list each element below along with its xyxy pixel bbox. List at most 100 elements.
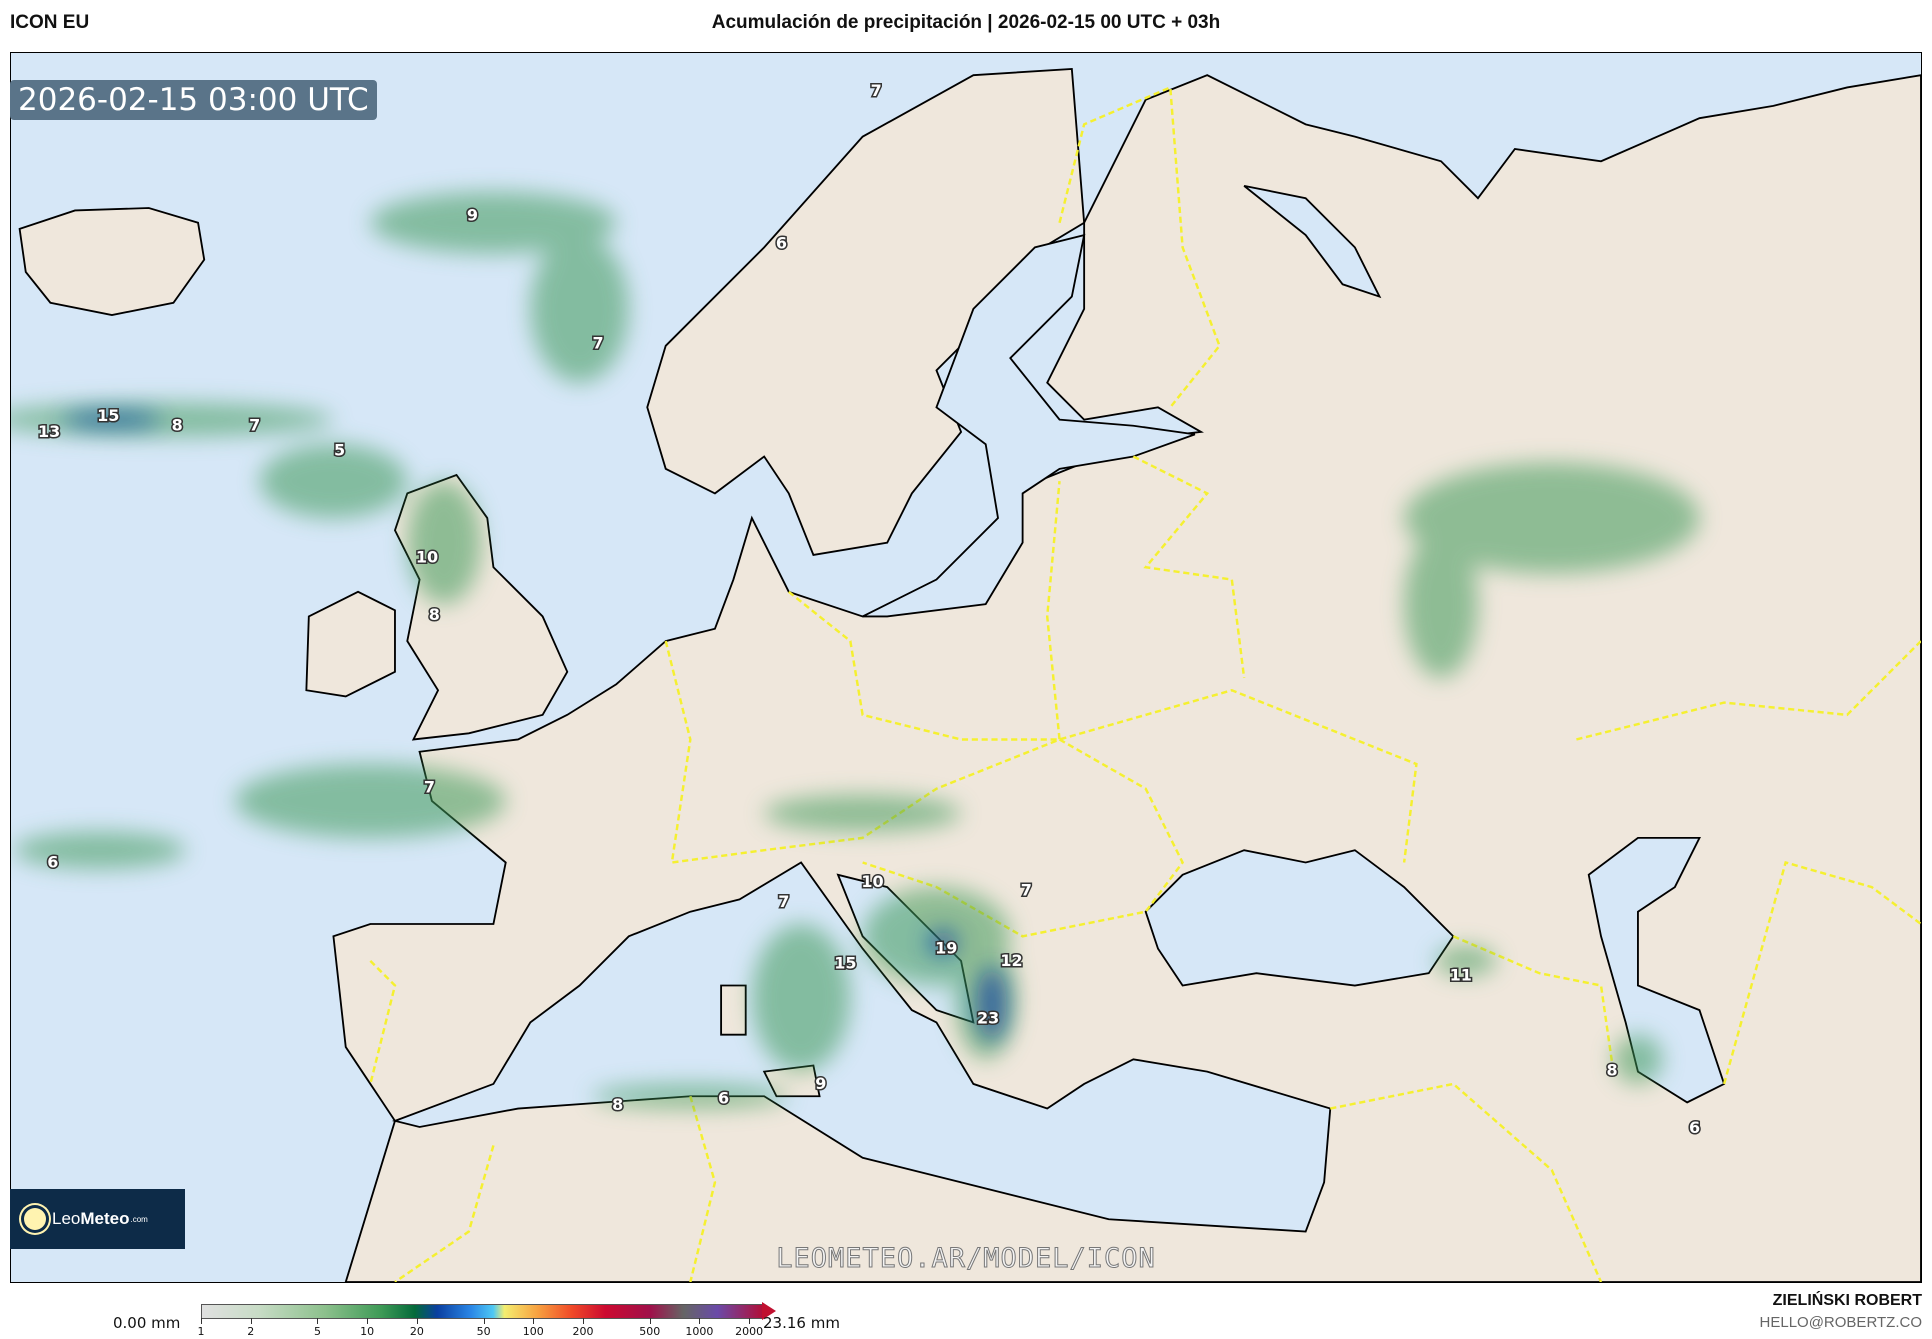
precip-value-label: 7 xyxy=(778,892,789,911)
author-name: ZIELIŃSKI ROBERT xyxy=(1772,1292,1922,1309)
sun-icon xyxy=(24,1208,46,1230)
precip-area xyxy=(751,924,851,1072)
colorbar-tick xyxy=(699,1318,701,1324)
colorbar-tick xyxy=(533,1318,535,1324)
precip-area xyxy=(0,402,334,437)
land-ireland xyxy=(305,590,396,698)
precip-value-label: 6 xyxy=(718,1089,729,1108)
precip-value-label: 10 xyxy=(416,547,438,566)
sea-baltic xyxy=(862,233,1196,618)
model-name: ICON EU xyxy=(10,12,90,33)
precip-value-label: 8 xyxy=(429,605,440,624)
colorbar-tick xyxy=(749,1318,751,1324)
precip-value-label: 8 xyxy=(1607,1060,1618,1079)
author-email: HELLO@ROBERTZ.CO xyxy=(1759,1314,1922,1331)
border-line xyxy=(1330,1082,1603,1283)
border-line xyxy=(1058,85,1221,409)
logo-com: .com xyxy=(130,1214,148,1224)
colorbar-tick-label: 2000 xyxy=(735,1325,764,1338)
sea-white xyxy=(1243,184,1382,299)
valid-time-badge: 2026-02-15 03:00 UTC xyxy=(10,80,377,120)
leometeo-logo[interactable]: Leo Meteo .com xyxy=(10,1189,185,1249)
precip-value-label: 7 xyxy=(1021,881,1032,900)
precip-area xyxy=(1434,946,1497,976)
precip-value-label: 7 xyxy=(592,333,603,352)
precip-peak xyxy=(927,930,958,955)
colorbar-extend-arrow xyxy=(762,1302,776,1320)
border-line xyxy=(1452,935,1615,1072)
colorbar-tick xyxy=(416,1318,418,1324)
precip-area xyxy=(1404,530,1478,678)
precip-value-label: 9 xyxy=(815,1074,826,1093)
precip-value-label: 9 xyxy=(467,205,478,224)
border-line xyxy=(394,1145,495,1284)
colorbar-tick-label: 1 xyxy=(197,1325,205,1338)
land-sardinia xyxy=(720,984,747,1036)
precipitation-map[interactable]: 7 9 6 7 15 13 8 7 5 10 8 7 6 10 7 7 19 12 15 23 6 9 8 11 8 6 xyxy=(0,52,1922,1284)
colorbar-tick-label: 10 xyxy=(360,1325,375,1338)
precip-area xyxy=(530,235,629,383)
precip-value-label: 8 xyxy=(612,1095,623,1114)
precip-value-label: 12 xyxy=(1000,951,1022,970)
colorbar-tick-label: 100 xyxy=(522,1325,544,1338)
colorbar-tick-label: 20 xyxy=(409,1325,424,1338)
border-line xyxy=(664,481,1061,864)
precip-peak xyxy=(977,967,1007,1041)
precip-value-label: 7 xyxy=(871,81,882,100)
legend-min-label: 0.00 mm xyxy=(113,1314,181,1332)
colorbar-tick-label: 1000 xyxy=(685,1325,714,1338)
logo-leo: Leo xyxy=(52,1209,81,1228)
precip-value-label: 15 xyxy=(834,953,856,972)
precip-area xyxy=(234,764,506,838)
colorbar-tick xyxy=(649,1318,651,1324)
border-line xyxy=(1132,455,1246,679)
land-iceland xyxy=(18,207,206,316)
land-scandinavia xyxy=(646,68,1086,556)
border-line xyxy=(788,590,1418,863)
precip-value-label: 10 xyxy=(861,872,883,891)
colorbar-tick-label: 200 xyxy=(572,1325,594,1338)
border-line xyxy=(689,1095,717,1283)
colorbar-tick-label: 50 xyxy=(476,1325,491,1338)
precip-value-labels: 7 9 6 7 15 13 8 7 5 10 8 7 6 10 7 7 19 12 15 23 6 9 8 11 8 6 xyxy=(36,80,1701,1139)
colorbar-tick xyxy=(367,1318,369,1324)
precip-value-label: 15 xyxy=(97,406,119,425)
colorbar-tick xyxy=(250,1318,252,1324)
border-line xyxy=(1576,640,1922,741)
border-line xyxy=(1722,860,1922,1085)
precip-value-label: 6 xyxy=(1689,1118,1700,1137)
colorbar-tick xyxy=(582,1318,584,1324)
precipitation-field xyxy=(0,192,1700,1109)
colorbar-tick-label: 500 xyxy=(639,1325,661,1338)
precip-area xyxy=(370,192,617,254)
chart-title: Acumulación de precipitación | 2026-02-1… xyxy=(711,12,1221,33)
watermark: LEOMETEO.AR/MODEL/ICON xyxy=(776,1243,1156,1275)
precip-value-label: 19 xyxy=(935,939,957,958)
precip-value-label: 8 xyxy=(172,416,183,435)
colorbar-tick xyxy=(317,1318,319,1324)
sea-mediterranean xyxy=(391,861,1332,1233)
precip-peak xyxy=(62,412,162,427)
precip-area xyxy=(407,481,482,605)
precip-area xyxy=(1613,1034,1663,1084)
legend-max-label: 23.16 mm xyxy=(763,1314,840,1332)
precip-area xyxy=(259,444,408,519)
precip-value-label: 5 xyxy=(334,440,345,459)
precip-value-label: 11 xyxy=(1450,966,1472,985)
colorbar-tick-label: 2 xyxy=(247,1325,255,1338)
precip-value-label: 13 xyxy=(38,422,60,441)
colorbar-tick xyxy=(201,1318,202,1324)
map-canvas: 7 9 6 7 15 13 8 7 5 10 8 7 6 10 7 7 19 12 15 23 6 9 8 11 8 6 xyxy=(0,53,1922,1284)
precip-area xyxy=(764,794,962,832)
precip-value-label: 6 xyxy=(47,852,58,871)
precip-value-label: 6 xyxy=(776,234,787,253)
sea-caspian xyxy=(1587,836,1726,1104)
colorbar-tick-label: 5 xyxy=(313,1325,321,1338)
precip-area xyxy=(1404,462,1700,574)
precip-area xyxy=(13,831,186,869)
colorbar-tick xyxy=(483,1318,485,1324)
border-line xyxy=(369,960,397,1085)
colorbar xyxy=(201,1304,763,1319)
logo-meteo: Meteo xyxy=(80,1209,130,1228)
precip-value-label: 7 xyxy=(424,777,435,796)
